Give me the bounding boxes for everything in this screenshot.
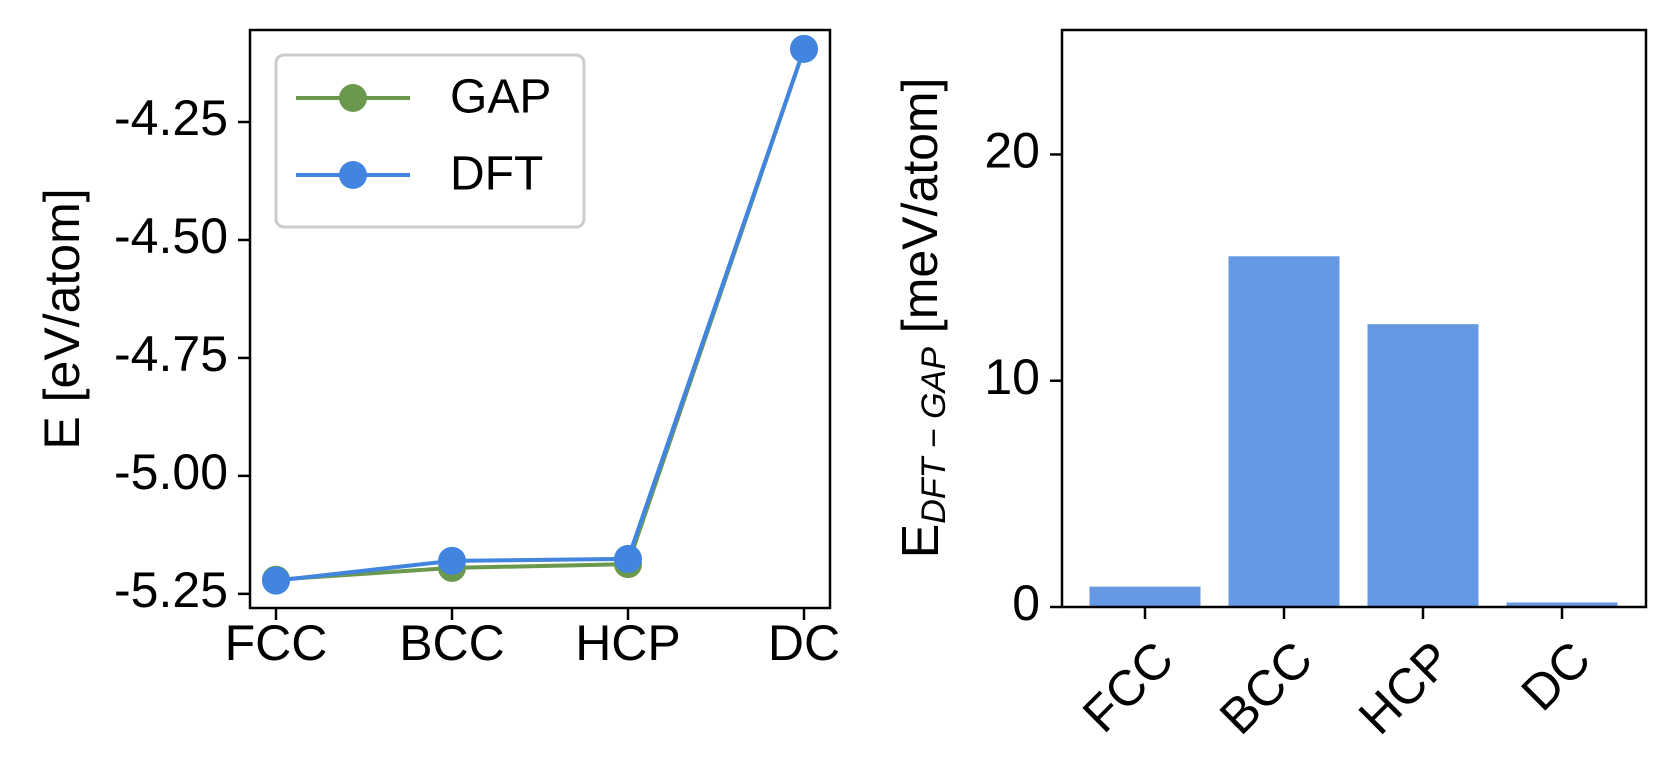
right-plot-frame: [1060, 28, 1648, 609]
right-y-ticks: 0 10 20: [984, 123, 1062, 631]
left-y-axis-label: E [eV/atom]: [34, 188, 90, 449]
left-y-tick-label-4-25: -4.25: [114, 90, 228, 146]
left-x-tick-label-hcp: HCP: [575, 615, 681, 671]
left-y-tick-label-5-00: -5.00: [114, 444, 228, 500]
right-x-tick-label-bcc: BCC: [1209, 631, 1323, 745]
left-x-tick-label-fcc: FCC: [225, 615, 328, 671]
bar-bcc: [1228, 256, 1340, 607]
left-plot-frame: [248, 28, 832, 610]
left-y-tick-label-4-75: -4.75: [114, 326, 228, 382]
left-series: [262, 34, 818, 595]
left-y-tick-label-5-25: -5.25: [114, 562, 228, 618]
right-y-axis-label: EDFT − GAP [meV/atom]: [892, 78, 953, 559]
left-x-tick-label-dc: DC: [768, 615, 840, 671]
left-y-tick-label-4-50: -4.50: [114, 208, 228, 264]
bar-hcp: [1367, 324, 1479, 607]
right-x-ticks: FCC BCC HCP DC: [1072, 607, 1601, 745]
energy-line-chart: -5.25 -5.00 -4.75 -4.50 -4.25 FCC BCC HCP DC E …: [34, 28, 840, 671]
legend-dft-marker-icon: [339, 161, 367, 189]
right-bars: [1089, 256, 1618, 607]
series-point-dft-bcc: [438, 546, 466, 575]
legend-gap-label: GAP: [450, 71, 551, 124]
left-y-ticks: -5.25 -5.00 -4.75 -4.50 -4.25: [114, 90, 250, 618]
bar-dc: [1506, 602, 1618, 607]
series-point-dft-dc: [790, 34, 818, 63]
right-y-axis-label-sub: DFT − GAP: [915, 347, 953, 524]
bar-fcc: [1089, 586, 1201, 607]
error-bar-chart: 0 10 20 FCC BCC HCP DC EDFT − GAP [meV/atom]: [892, 28, 1648, 745]
right-x-tick-label-dc: DC: [1511, 631, 1602, 722]
right-y-tick-label-0: 0: [1012, 575, 1040, 631]
legend-dft-label: DFT: [450, 148, 543, 201]
right-x-tick-label-hcp: HCP: [1348, 631, 1462, 745]
series-line-dft: [275, 48, 806, 583]
legend-entry-gap: GAP: [296, 71, 551, 124]
right-y-axis-label-main: E: [892, 524, 950, 559]
left-x-tick-label-bcc: BCC: [399, 615, 505, 671]
right-y-tick-label-10: 10: [984, 349, 1040, 405]
legend-entry-dft: DFT: [296, 148, 543, 201]
right-y-axis-label-unit: [meV/atom]: [892, 78, 948, 348]
right-x-tick-label-fcc: FCC: [1072, 631, 1184, 743]
series-point-dft-fcc: [262, 566, 290, 595]
right-y-tick-label-20: 20: [984, 123, 1040, 179]
left-legend: GAP DFT: [274, 53, 586, 229]
left-x-ticks: FCC BCC HCP DC: [225, 608, 840, 671]
legend-gap-marker-icon: [339, 84, 367, 112]
series-point-dft-hcp: [614, 544, 642, 573]
